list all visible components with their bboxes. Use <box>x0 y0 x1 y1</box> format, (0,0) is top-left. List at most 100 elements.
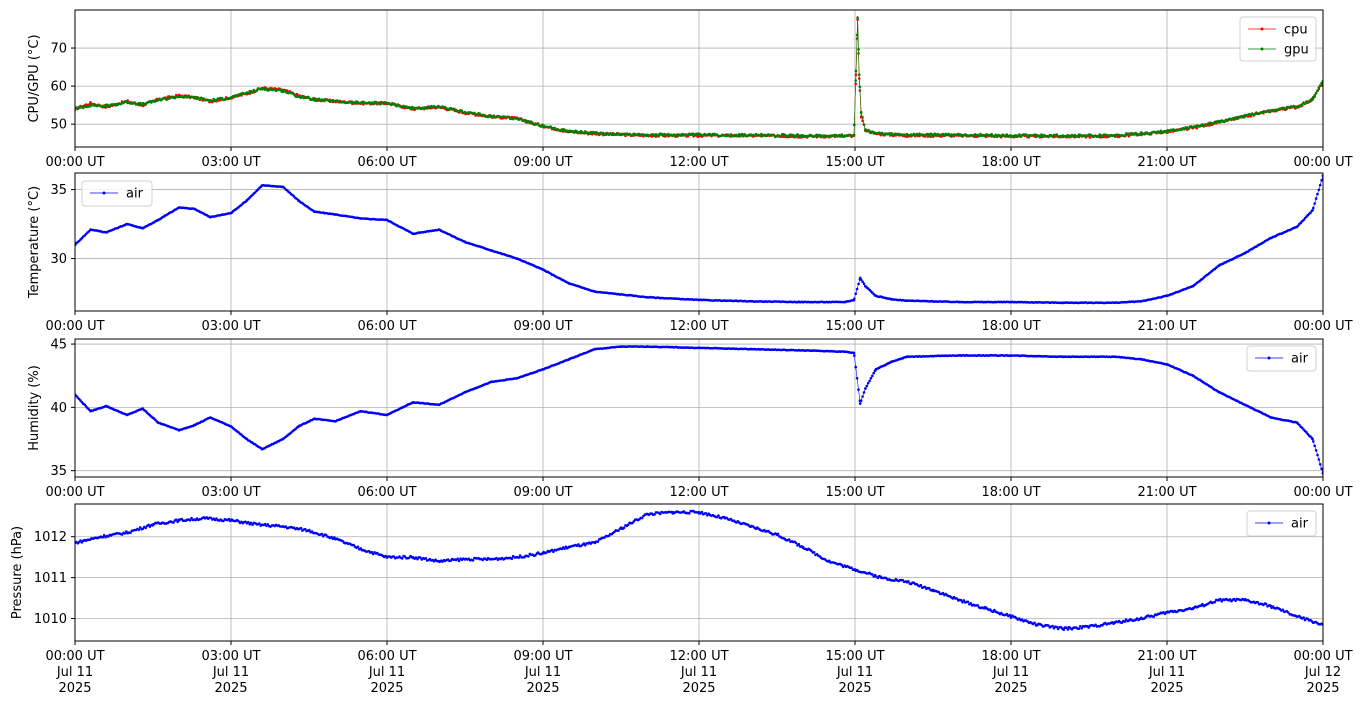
data-point <box>292 93 296 96</box>
data-point <box>658 512 662 516</box>
data-point <box>1318 463 1322 466</box>
data-point <box>859 278 863 282</box>
data-point <box>1281 608 1285 612</box>
data-point <box>1314 449 1318 452</box>
data-point <box>457 559 461 563</box>
y-tick-label: 60 <box>50 80 67 95</box>
data-point <box>1187 127 1190 131</box>
data-point <box>969 602 973 605</box>
data-point <box>869 377 873 380</box>
data-point <box>943 134 946 137</box>
data-point <box>1033 621 1036 625</box>
data-point <box>1047 624 1050 627</box>
data-point <box>247 91 250 95</box>
data-point <box>317 97 321 101</box>
data-point <box>1159 129 1163 133</box>
data-point <box>1233 597 1236 601</box>
data-point <box>1123 620 1126 623</box>
data-point <box>653 513 656 516</box>
data-point <box>923 585 927 589</box>
data-point <box>517 556 520 559</box>
data-point <box>227 517 231 521</box>
data-point <box>137 528 141 532</box>
data-point <box>1055 133 1059 136</box>
data-point <box>857 282 860 286</box>
y-tick-label: 30 <box>50 252 67 267</box>
data-point <box>1228 598 1232 601</box>
data-point <box>129 531 132 534</box>
data-point <box>810 549 813 552</box>
data-point <box>419 556 422 559</box>
data-point <box>1312 440 1315 443</box>
data-point <box>1311 437 1314 441</box>
legend-marker-air <box>1267 521 1271 525</box>
x-tick-label: 12:00 UT Jul 11 2025 <box>669 649 728 696</box>
legend-label-gpu: gpu <box>1284 43 1309 58</box>
data-point <box>527 555 530 558</box>
data-point <box>582 131 586 135</box>
data-point <box>700 510 704 514</box>
data-point <box>516 116 519 120</box>
data-point <box>947 132 950 136</box>
data-point <box>736 134 740 138</box>
data-point <box>1313 94 1316 97</box>
data-point <box>688 512 691 515</box>
legend: air <box>81 180 153 207</box>
data-point <box>617 529 620 532</box>
data-point <box>861 116 864 119</box>
data-point <box>258 522 261 525</box>
x-tick-label: 18:00 UT <box>981 155 1040 170</box>
data-point <box>866 381 870 385</box>
x-tick-label: 00:00 UT <box>45 319 104 334</box>
data-point <box>539 125 543 128</box>
data-point <box>760 132 763 136</box>
data-point <box>197 96 200 99</box>
data-point <box>534 554 537 557</box>
data-point <box>1320 467 1323 471</box>
data-point <box>524 119 527 122</box>
data-point <box>577 543 580 546</box>
data-point <box>1076 135 1079 138</box>
x-tick-label: 09:00 UT <box>513 155 572 170</box>
data-point <box>1302 218 1305 222</box>
y-tick-label: 1012 <box>34 530 67 545</box>
x-tick-label: 15:00 UT <box>825 485 884 500</box>
y-tick-label: 45 <box>50 338 67 353</box>
data-point <box>471 559 475 562</box>
data-point <box>371 102 375 106</box>
data-point <box>624 134 627 138</box>
x-tick-label: 09:00 UT Jul 11 2025 <box>513 649 572 696</box>
data-point <box>864 387 867 390</box>
y-axis-label: Pressure (hPa) <box>10 526 25 619</box>
data-point <box>249 521 253 525</box>
x-tick-label: 09:00 UT <box>513 319 572 334</box>
data-point <box>857 73 861 76</box>
data-point <box>779 135 783 138</box>
data-point <box>584 543 587 547</box>
x-tick-label: 00:00 UT <box>1293 319 1352 334</box>
x-tick-label: 06:00 UT <box>357 485 416 500</box>
data-point <box>552 550 555 554</box>
data-point <box>1309 211 1312 214</box>
data-point <box>1079 625 1082 628</box>
x-tick-label: 18:00 UT <box>981 319 1040 334</box>
data-point <box>1302 616 1305 619</box>
data-point <box>955 597 959 600</box>
data-point <box>1314 197 1318 200</box>
x-tick-label: 12:00 UT <box>669 485 728 500</box>
data-point <box>1201 602 1204 606</box>
data-point <box>862 123 866 126</box>
y-tick-label: 70 <box>50 42 67 57</box>
data-point <box>961 600 964 604</box>
data-point <box>1312 95 1315 99</box>
data-point <box>510 557 514 560</box>
data-point <box>1311 209 1314 212</box>
data-point <box>927 587 931 590</box>
series-air <box>75 345 1323 475</box>
data-point <box>852 133 856 137</box>
legend-label-air: air <box>1291 517 1309 532</box>
data-point <box>855 377 859 380</box>
data-point <box>1264 602 1268 606</box>
data-point <box>861 395 864 398</box>
data-point <box>299 526 303 530</box>
